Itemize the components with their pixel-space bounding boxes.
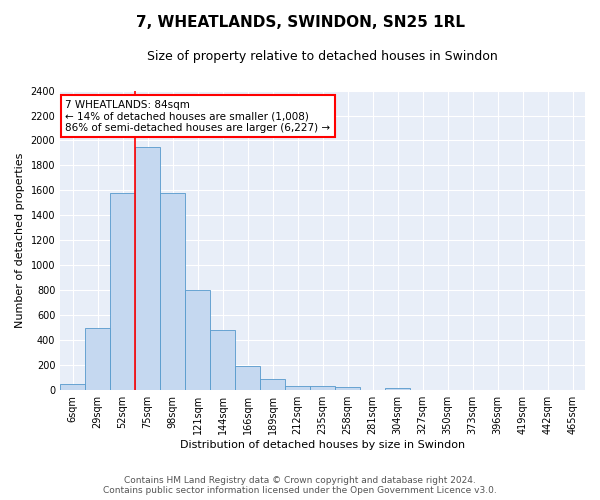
Bar [385,388,410,390]
Text: 7, WHEATLANDS, SWINDON, SN25 1RL: 7, WHEATLANDS, SWINDON, SN25 1RL [136,15,464,30]
Text: Contains HM Land Registry data © Crown copyright and database right 2024.
Contai: Contains HM Land Registry data © Crown c… [103,476,497,495]
Bar [210,330,235,390]
Bar [135,146,160,390]
Bar [260,379,285,390]
Bar [285,386,310,390]
Bar [85,328,110,390]
Y-axis label: Number of detached properties: Number of detached properties [15,152,25,328]
Text: 7 WHEATLANDS: 84sqm
← 14% of detached houses are smaller (1,008)
86% of semi-det: 7 WHEATLANDS: 84sqm ← 14% of detached ho… [65,100,331,132]
Bar [310,386,335,390]
Bar [185,290,210,390]
Bar [60,384,85,390]
Bar [160,193,185,390]
X-axis label: Distribution of detached houses by size in Swindon: Distribution of detached houses by size … [180,440,465,450]
Bar [235,366,260,390]
Title: Size of property relative to detached houses in Swindon: Size of property relative to detached ho… [147,50,498,63]
Bar [110,193,135,390]
Bar [335,387,360,390]
